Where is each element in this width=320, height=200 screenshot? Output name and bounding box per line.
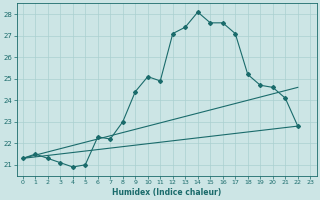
X-axis label: Humidex (Indice chaleur): Humidex (Indice chaleur) (112, 188, 221, 197)
